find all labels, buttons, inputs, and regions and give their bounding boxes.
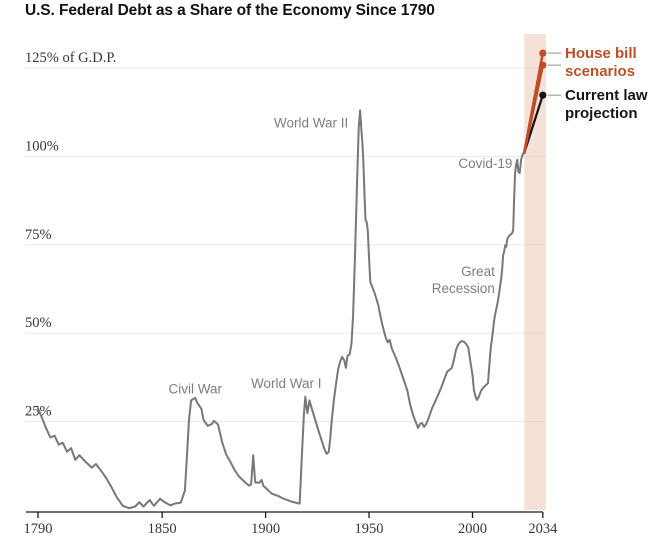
annotation-civil-war: Civil War: [168, 382, 222, 397]
x-tick-label-1950: 1950: [355, 521, 384, 537]
historical-debt-line: [37, 109, 526, 510]
legend-current-law-projection: Current law projection: [565, 87, 657, 123]
y-tick-label-50: 50%: [25, 315, 52, 331]
y-tick-label-125: 125% of G.D.P.: [25, 50, 116, 66]
current-law-projection-dot: [539, 91, 547, 99]
house-bill-scenario-high-dot: [539, 49, 547, 57]
legend-house-bill-line2: scenarios: [565, 63, 636, 80]
y-tick-label-25: 25%: [25, 404, 52, 420]
x-tick-label-1790: 1790: [24, 521, 53, 537]
chart-title: U.S. Federal Debt as a Share of the Econ…: [25, 2, 435, 19]
x-tick-label-2034: 2034: [528, 521, 558, 537]
annotation-world-war-i: World War I: [251, 376, 322, 391]
x-tick-label-1900: 1900: [251, 521, 280, 537]
annotation-world-war-ii: World War II: [274, 115, 348, 130]
annotation-great-recession: Great Recession: [432, 264, 495, 296]
projection-band: [524, 34, 546, 510]
house-bill-scenario-high-line: [522, 51, 545, 155]
legend-house-bill-line1: House bill: [565, 45, 637, 62]
legend-current-law-line2: projection: [565, 105, 638, 122]
legend-house-bill-scenarios: House bill scenarios: [565, 45, 657, 81]
x-tick-label-2000: 2000: [458, 521, 487, 537]
annotation-covid-19: Covid-19: [458, 156, 512, 171]
x-tick-label-1850: 1850: [148, 521, 177, 537]
legend-current-law-line1: Current law: [565, 87, 648, 104]
y-tick-label-75: 75%: [25, 227, 52, 243]
y-tick-label-100: 100%: [25, 138, 59, 154]
